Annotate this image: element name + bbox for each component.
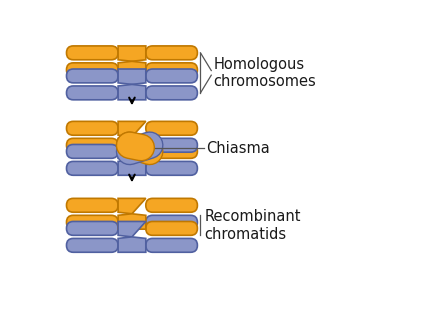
Polygon shape: [118, 61, 145, 77]
Polygon shape: [118, 237, 145, 252]
FancyBboxPatch shape: [66, 69, 118, 83]
FancyBboxPatch shape: [66, 63, 118, 77]
FancyBboxPatch shape: [145, 69, 197, 83]
Polygon shape: [118, 144, 145, 160]
Polygon shape: [118, 160, 145, 175]
FancyBboxPatch shape: [145, 121, 197, 135]
FancyBboxPatch shape: [66, 144, 118, 158]
Polygon shape: [118, 46, 145, 61]
Polygon shape: [118, 85, 145, 100]
Text: Chiasma: Chiasma: [206, 141, 269, 156]
FancyBboxPatch shape: [66, 222, 118, 235]
FancyBboxPatch shape: [66, 138, 118, 152]
FancyBboxPatch shape: [139, 138, 197, 152]
FancyBboxPatch shape: [145, 86, 197, 100]
Polygon shape: [118, 137, 145, 152]
FancyBboxPatch shape: [145, 198, 197, 212]
FancyBboxPatch shape: [66, 86, 118, 100]
FancyBboxPatch shape: [66, 121, 118, 135]
FancyBboxPatch shape: [66, 161, 118, 175]
FancyBboxPatch shape: [145, 222, 197, 235]
FancyBboxPatch shape: [145, 63, 197, 77]
Polygon shape: [118, 214, 145, 229]
FancyBboxPatch shape: [66, 215, 118, 229]
FancyBboxPatch shape: [139, 144, 197, 158]
Text: Homologous
chromosomes: Homologous chromosomes: [213, 57, 316, 89]
FancyBboxPatch shape: [66, 238, 118, 252]
Text: Recombinant
chromatids: Recombinant chromatids: [204, 209, 300, 241]
Polygon shape: [118, 198, 145, 214]
FancyBboxPatch shape: [145, 215, 197, 229]
FancyBboxPatch shape: [66, 198, 118, 212]
FancyBboxPatch shape: [145, 238, 197, 252]
FancyBboxPatch shape: [145, 161, 197, 175]
FancyBboxPatch shape: [66, 46, 118, 60]
Polygon shape: [118, 121, 145, 137]
Polygon shape: [118, 69, 145, 85]
Polygon shape: [118, 222, 145, 237]
FancyBboxPatch shape: [145, 46, 197, 60]
